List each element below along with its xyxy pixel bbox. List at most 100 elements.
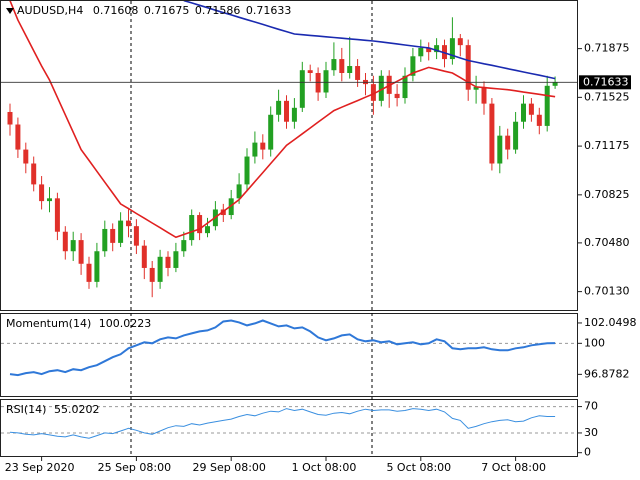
moving-average [183,1,556,80]
y-tick-label: 0.71875 [584,42,630,55]
candle-body [268,114,274,150]
x-tick-label: 25 Sep 08:00 [98,461,171,474]
candle-body [528,103,534,115]
candle-body [94,251,100,282]
candle-body [244,156,250,185]
candle-body [205,226,210,234]
candle-body [86,263,92,282]
candle-body [394,93,400,99]
candle-body [513,121,519,150]
candle-body [378,75,384,101]
symbol: AUDUSD,H4 [17,4,83,17]
moving-average [9,1,556,239]
candle-body [315,72,321,93]
candle-body [331,59,337,71]
candle-body [497,135,503,164]
close-value: 0.71633 [246,4,292,17]
candle-body [355,66,361,80]
candle-body [70,240,76,252]
candle-body [465,45,471,90]
candle-body [149,267,155,282]
candle-body [197,215,203,234]
candle-body [102,228,108,252]
candle-body [370,84,376,101]
indicator-name: Momentum(14) [6,317,91,330]
menu-triangle [6,8,14,14]
candle-body [110,228,116,243]
candle-body [31,163,37,185]
y-tick-label: 0.70480 [584,236,630,249]
momentum-panel [0,313,578,397]
candle-body [449,38,455,60]
y-tick-label: 30 [584,426,598,439]
candle-body [54,198,60,232]
candle-body [276,100,282,115]
indicator-line [9,319,556,377]
candle-body [299,70,305,108]
candle-body [236,184,242,199]
candle-body [410,56,416,76]
candle-body [7,111,13,125]
candle-body [189,215,195,241]
low-value: 0.71586 [195,4,241,17]
candle-body [426,47,432,53]
y-tick-label: 70 [584,400,598,413]
candle-body [402,75,408,99]
candle-body [165,256,171,268]
candle-body [181,240,187,252]
y-tick-label: 96.8782 [584,367,630,380]
indicator-value: 100.0223 [99,317,152,330]
candle-body [473,86,479,90]
candle-body [544,85,550,126]
candle-body [118,220,124,243]
indicator-header: Momentum(14) 100.0223 [6,317,151,330]
price-tag-label: 0.71633 [583,75,629,88]
high-value: 0.71675 [144,4,190,17]
candle-body [521,103,526,122]
candle-body [260,142,266,150]
candle-body [126,220,131,227]
panel-content [1,319,577,377]
candle-body [347,66,353,73]
candle-body [23,149,29,164]
price-tag [579,75,631,90]
y-tick-label: 0 [584,446,591,459]
y-tick-label: 102.0498 [584,316,637,329]
candle-body [489,103,495,164]
candle-body [62,231,68,252]
panel-content [1,1,577,298]
candle-body [505,135,511,150]
candle-body [434,45,440,53]
candle-body [47,198,52,202]
x-tick-label: 29 Sep 08:00 [192,461,265,474]
y-tick-label: 0.71525 [584,90,630,103]
indicator-value: 55.0202 [54,403,100,416]
candle-body [457,38,463,46]
candle-body [536,114,542,126]
candle-body [291,107,297,122]
rsi-panel [0,399,578,457]
indicator-name: RSI(14) [6,403,46,416]
candle-body [552,82,558,86]
y-tick-label: 100 [584,336,605,349]
plot-area [1,1,577,439]
candle-body [252,142,258,157]
candle-body [339,59,345,73]
candle-body [78,240,84,264]
candle-body [481,86,487,104]
open-value: 0.71608 [93,4,139,17]
candle-body [228,198,234,216]
price-panel [0,0,578,311]
y-tick-label: 0.71175 [584,139,630,152]
candle-body [39,184,45,202]
candle-body [284,100,289,122]
indicator-header: RSI(14) 55.0202 [6,403,99,416]
candle-body [173,251,179,268]
x-tick-label: 1 Oct 08:00 [292,461,357,474]
x-tick-label: 7 Oct 08:00 [481,461,546,474]
x-tick-label: 23 Sep 2020 [5,461,75,474]
chart-header: AUDUSD,H4 0.71608 0.71675 0.71586 0.7163… [17,4,291,17]
candle-body [133,226,139,246]
candle-body [15,124,21,150]
